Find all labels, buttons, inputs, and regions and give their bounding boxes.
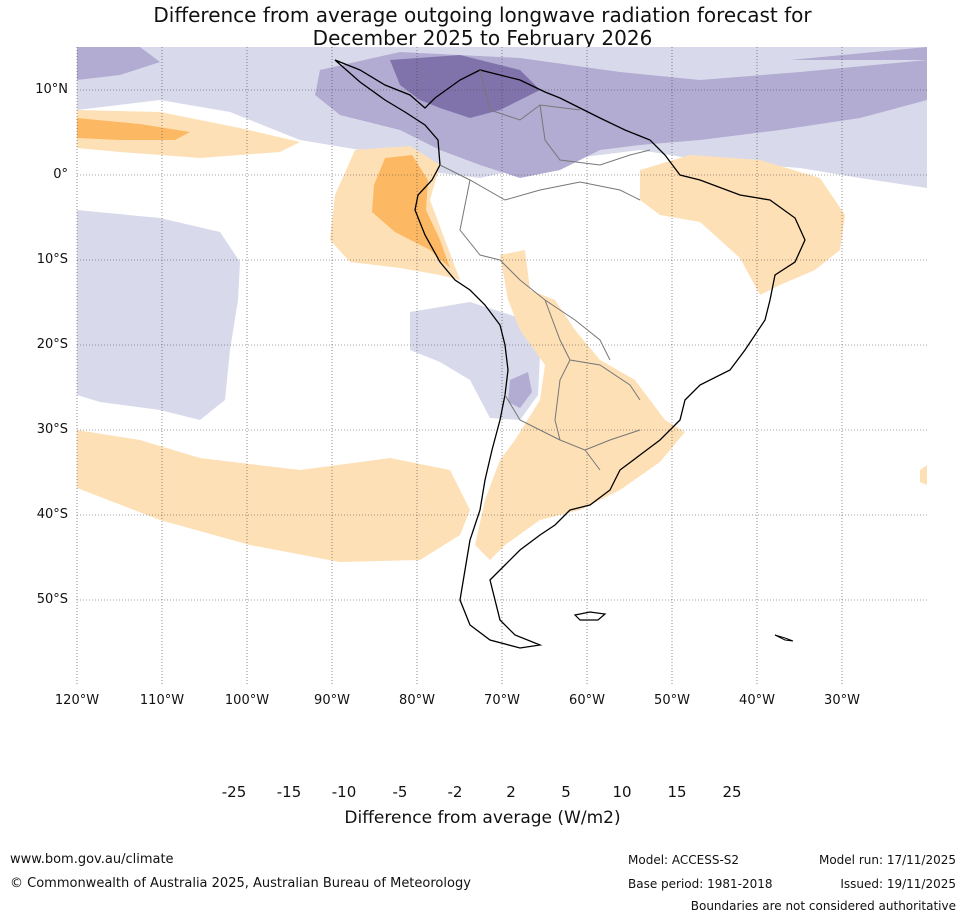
colorbar-tick: -25 — [221, 783, 247, 801]
falkland-islands — [573, 611, 607, 621]
lat-label-30s: 30°S — [36, 422, 68, 437]
lon-label-70w: 70°W — [484, 693, 520, 708]
anomaly-region-northwest-mid — [77, 47, 160, 80]
anomaly-region-east-orange-edge — [920, 465, 927, 485]
lat-label-10s: 10°S — [36, 252, 68, 267]
anomaly-region-south-pacific-orange — [77, 430, 470, 562]
country-borders — [439, 69, 651, 471]
lon-label-90w: 90°W — [314, 693, 350, 708]
title-line-1: Difference from average outgoing longwav… — [153, 3, 812, 27]
lat-label-0: 0° — [53, 167, 68, 182]
colorbar-title: Difference from average (W/m2) — [344, 808, 621, 828]
map-canvas — [76, 47, 927, 685]
colorbar-tick: -5 — [392, 783, 408, 801]
title-line-2: December 2025 to February 2026 — [312, 26, 653, 50]
anomaly-region-north-dark — [390, 55, 540, 118]
colorbar-tick: 2 — [506, 783, 516, 801]
lat-label-50s: 50°S — [36, 592, 68, 607]
lat-label-20s: 20°S — [36, 337, 68, 352]
lon-label-30w: 30°W — [824, 693, 860, 708]
lon-label-100w: 100°W — [224, 693, 270, 708]
anomaly-region-peru-orange — [372, 155, 450, 268]
footer-model: Model: ACCESS-S2 — [628, 853, 740, 867]
graticule — [76, 47, 927, 685]
lon-label-120w: 120°W — [54, 693, 100, 708]
lat-label-10n: 10°N — [35, 82, 68, 97]
lat-label-40s: 40°S — [36, 507, 68, 522]
footer-copyright: © Commonwealth of Australia 2025, Austra… — [10, 876, 471, 891]
anomaly-region-north-mid-2 — [790, 47, 927, 60]
footer-model-run: Model run: 17/11/2025 — [818, 853, 956, 867]
south-georgia — [774, 634, 794, 642]
anomaly-region-se-pacific-light-purple — [77, 210, 240, 420]
footer-disclaimer: Boundaries are not considered authoritat… — [690, 899, 956, 913]
footer-issued: Issued: 19/11/2025 — [840, 877, 956, 891]
colorbar-tick: 25 — [722, 783, 742, 801]
anomaly-region-chile-light-purple — [410, 302, 540, 420]
chart-title: Difference from average outgoing longwav… — [0, 4, 965, 50]
lon-label-50w: 50°W — [654, 693, 690, 708]
south-america-coastline — [334, 59, 806, 649]
colorbar-tick: -2 — [447, 783, 463, 801]
lon-label-110w: 110°W — [139, 693, 185, 708]
colorbar-tick: -15 — [276, 783, 302, 801]
anomaly-region-brazil-ne-orange — [640, 155, 845, 295]
colorbar-tick: 10 — [612, 783, 632, 801]
lon-label-80w: 80°W — [399, 693, 435, 708]
lon-label-40w: 40°W — [739, 693, 775, 708]
footer-website-link[interactable]: www.bom.gov.au/climate — [10, 852, 174, 867]
lon-label-60w: 60°W — [569, 693, 605, 708]
colorbar-tick: -10 — [331, 783, 357, 801]
footer-base-period: Base period: 1981-2018 — [628, 877, 773, 891]
colorbar-tick: 15 — [667, 783, 687, 801]
anomaly-region-chile-mid-purple — [508, 372, 532, 408]
colorbar-tick: 5 — [561, 783, 571, 801]
anomaly-region-argentina-orange — [475, 250, 685, 560]
anomaly-region-pacific-light-orange — [77, 110, 300, 158]
